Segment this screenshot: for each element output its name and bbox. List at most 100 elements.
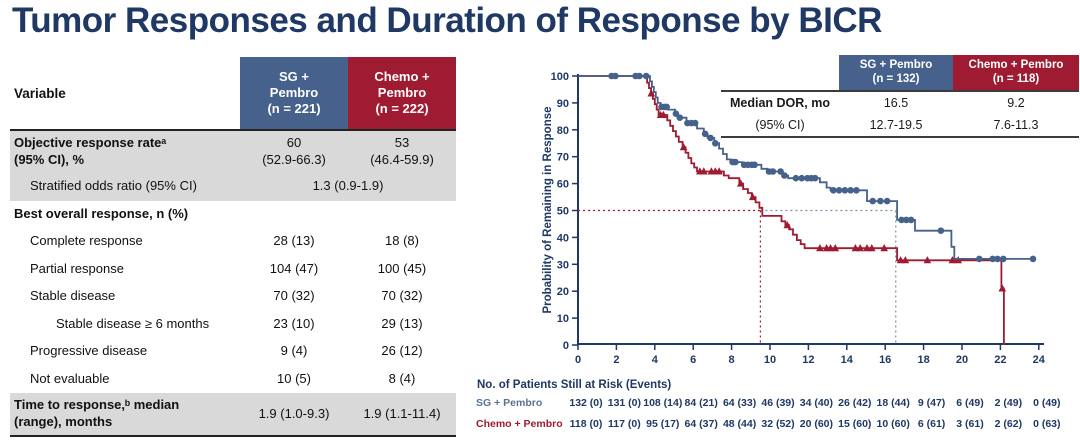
censor-mark-triangle [679,143,688,151]
row-value: 29 (13) [381,315,423,331]
table-row: Objective response rateᵃ (95% CI), % 60 (… [10,131,456,173]
row-value: 26 (12) [381,343,423,359]
x-tick-label: 18 [917,354,929,366]
censor-mark-triangle [856,244,864,252]
y-tick-label: 40 [557,232,569,244]
row-value: 104 (47) [269,260,319,276]
dor-ci-chemo-value: 7.6-11.3 [993,117,1039,132]
x-tick-label: 10 [764,354,776,366]
dor-inset-table: SG + Pembro (n = 132) Chemo + Pembro (n … [721,55,1079,138]
censor-mark-triangle [831,244,840,252]
censor-mark-circle [707,134,714,142]
table-row: Time to response,ᵇ median (range), month… [10,393,456,435]
censor-mark-circle [798,174,805,182]
row-value: 8 (4) [388,370,416,386]
dor-ci-sg-value: 12.7-19.5 [869,117,923,132]
y-tick-label: 0 [563,340,569,352]
risk-value: 20 (60) [799,418,834,430]
row-value-span: 1.3 (0.9-1.9) [312,178,384,194]
risk-value: 0 (49) [1033,397,1061,409]
x-tick-label: 8 [729,354,735,366]
chemo-pembro-curve [578,75,1007,345]
row-value: 28 (13) [273,233,315,249]
row-value: 70 (32) [381,288,423,304]
censor-mark-circle [907,216,915,224]
table-row: Partial response 104 (47) 100 (45) [10,256,456,284]
x-tick-label: 22 [994,354,1006,366]
censor-mark-circle [835,187,843,194]
censor-mark-triangle [700,167,708,175]
x-tick-label: 4 [652,354,659,366]
dor-header-sg-pembro: SG + Pembro (n = 132) [839,55,953,90]
censor-mark-circle [712,140,719,147]
censor-mark-circle [853,187,860,194]
censor-mark-triangle [737,179,745,187]
censor-mark-triangle [783,221,792,229]
row-label: Progressive disease [30,343,148,359]
risk-value: 15 (60) [838,418,872,430]
risk-value: 64 (37) [684,418,718,430]
censor-mark-circle [937,227,945,234]
censor-mark-triangle [868,244,876,252]
x-tick-label: 24 [1033,354,1046,366]
row-value: 9 (4) [280,343,308,359]
censor-mark-circle [811,174,819,182]
table-row: Not evaluable 10 (5) 8 (4) [10,366,456,394]
page-title: Tumor Responses and Duration of Response… [12,1,882,40]
risk-value: 18 (44) [876,397,910,409]
row-value: 60 (52.9-66.3) [262,135,326,167]
censor-mark-triangle [659,110,668,118]
x-tick-label: 6 [690,354,696,366]
censor-mark-triangle [647,89,656,97]
censor-mark-triangle [896,256,905,264]
row-label: Stable disease [30,288,116,304]
dor-header-chemo-pembro: Chemo + Pembro (n = 118) [953,55,1079,90]
table-row: Progressive disease 9 (4) 26 (12) [10,338,456,366]
row-label: Partial response [30,260,124,276]
risk-value: 2 (49) [994,397,1023,409]
censor-mark-triangle [948,256,957,264]
row-label: Time to response,ᵇ median (range), month… [14,397,180,429]
dor-ci-label: (95% CI) [755,117,805,132]
censor-mark-circle [701,130,709,138]
censor-mark-circle [898,216,905,224]
risk-value: 32 (52) [761,418,795,430]
risk-value: 6 (49) [956,397,984,409]
risk-value: 46 (39) [761,397,795,409]
dor-inset-header: SG + Pembro (n = 132) Chemo + Pembro (n … [721,55,1079,92]
dor-median-sg-value: 16.5 [883,95,909,110]
x-tick-label: 2 [613,354,619,366]
censor-mark-circle [989,255,996,263]
risk-value: 117 (0) [608,418,641,430]
censor-mark-circle [877,197,884,205]
risk-value: 64 (33) [722,397,757,409]
response-table-body: Objective response rateᵃ (95% CI), % 60 (… [10,129,456,437]
risk-value: 108 (14) [643,397,683,409]
row-label: Best overall response, n (%) [14,205,189,221]
risk-value: 0 (63) [1033,418,1061,430]
risk-row-label: SG + Pembro [476,397,543,409]
censor-mark-circle [676,114,684,121]
risk-value: 132 (0) [569,397,603,409]
dor-median-chemo-value: 9.2 [1007,95,1025,110]
row-label: Stable disease ≥ 6 months [56,315,210,331]
censor-mark-triangle [998,284,1007,292]
censor-mark-circle [883,197,891,205]
column-header-chemo-pembro: Chemo + Pembro (n = 222) [348,57,456,129]
censor-mark-circle [612,72,619,80]
risk-value: 26 (42) [838,397,872,409]
censor-mark-triangle [715,167,723,175]
table-row: Complete response 28 (13) 18 (8) [10,228,456,256]
y-tick-label: 20 [557,286,569,298]
censor-mark-circle [751,161,758,169]
row-label: Objective response rateᵃ (95% CI), % [14,135,167,167]
risk-value: 6 (61) [917,418,946,430]
x-tick-label: 12 [802,354,814,366]
censor-mark-triangle [863,244,871,252]
sg-pembro-curve [578,72,1037,263]
table-row: Best overall response, n (%) [10,201,456,229]
censor-mark-circle [830,187,837,194]
risk-value: 3 (61) [956,418,984,430]
y-tick-label: 50 [557,206,569,218]
